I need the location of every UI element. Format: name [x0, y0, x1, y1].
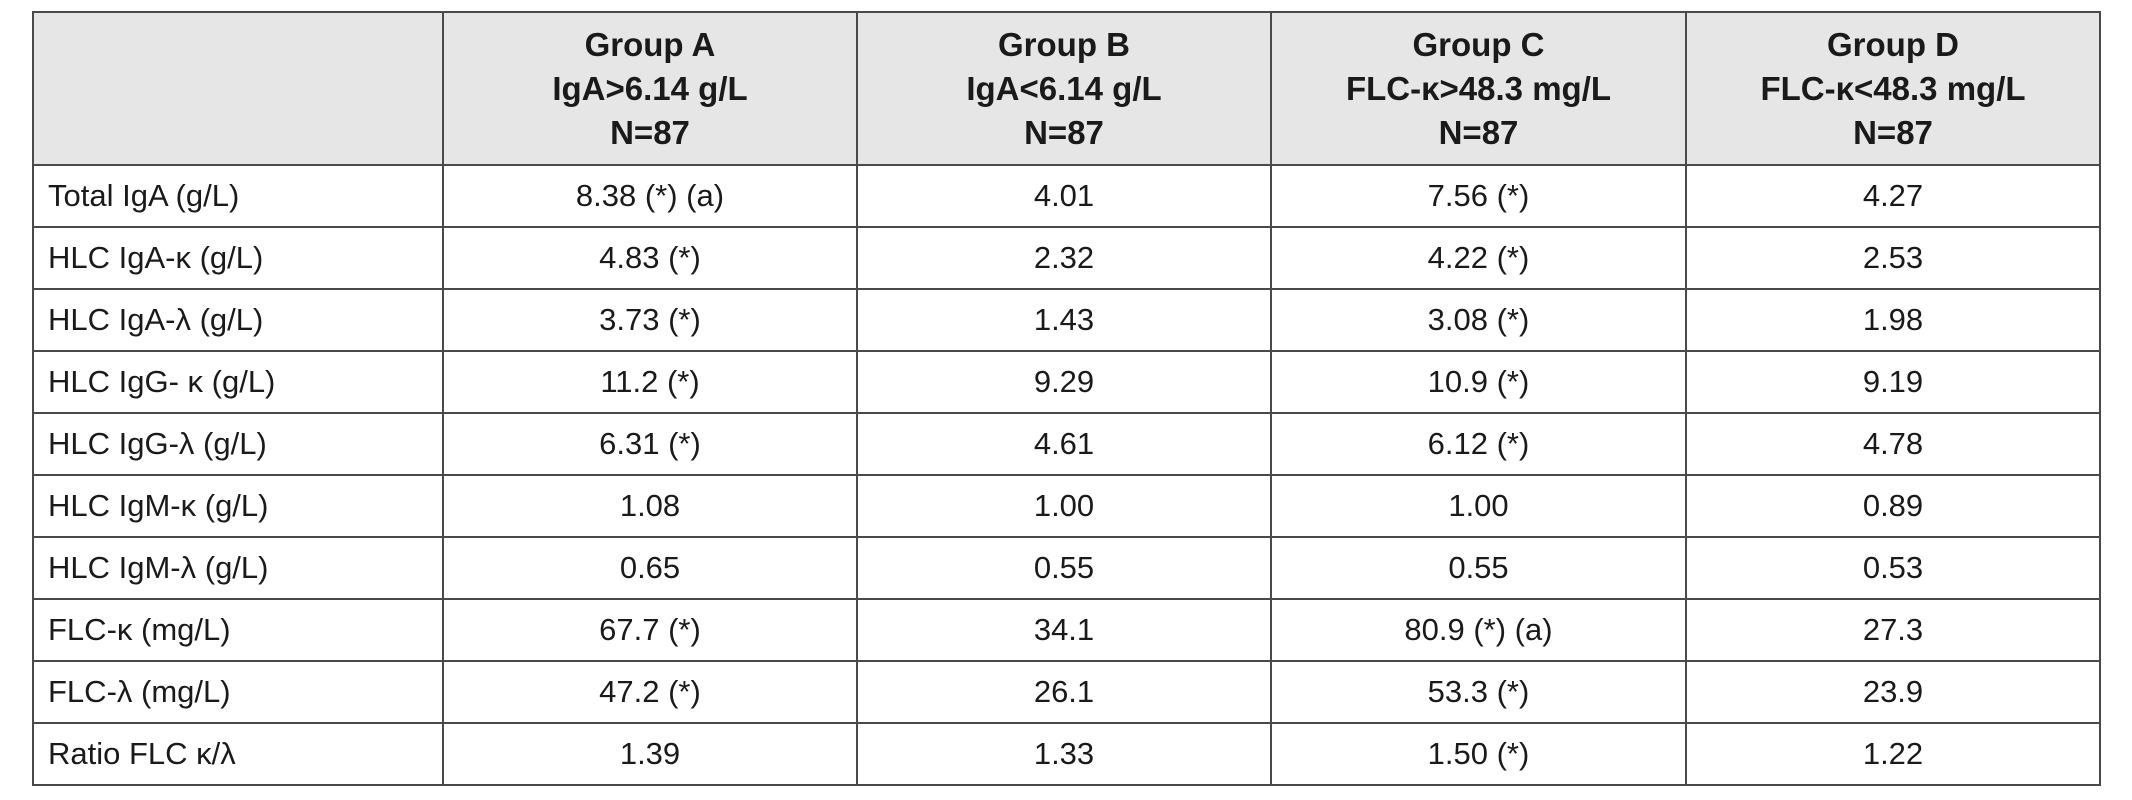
table-row: FLC-κ (mg/L) 67.7 (*) 34.1 80.9 (*) (a) …: [32, 598, 2101, 662]
cell-group-c: 80.9 (*) (a): [1270, 598, 1687, 662]
group-n: N=87: [1024, 113, 1104, 151]
header-corner-cell: [32, 11, 444, 166]
cell-group-c: 7.56 (*): [1270, 164, 1687, 228]
cell-group-a: 11.2 (*): [442, 350, 858, 414]
group-name: Group C: [1412, 25, 1545, 63]
cell-group-a: 67.7 (*): [442, 598, 858, 662]
cell-group-a: 3.73 (*): [442, 288, 858, 352]
cell-group-b: 1.00: [856, 474, 1272, 538]
group-criterion: IgA>6.14 g/L: [552, 69, 748, 107]
table-row: Ratio FLC κ/λ 1.39 1.33 1.50 (*) 1.22: [32, 722, 2101, 786]
table-row: HLC IgA-κ (g/L) 4.83 (*) 2.32 4.22 (*) 2…: [32, 226, 2101, 290]
cell-group-a: 1.39: [442, 722, 858, 786]
header-group-b: Group B IgA<6.14 g/L N=87: [856, 11, 1272, 166]
row-label: FLC-κ (mg/L): [32, 598, 444, 662]
group-criterion: IgA<6.14 g/L: [966, 69, 1162, 107]
cell-group-b: 2.32: [856, 226, 1272, 290]
group-name: Group D: [1827, 25, 1959, 63]
header-group-c: Group C FLC-κ>48.3 mg/L N=87: [1270, 11, 1687, 166]
cell-group-d: 4.78: [1685, 412, 2101, 476]
group-n: N=87: [1853, 113, 1933, 151]
cell-group-d: 2.53: [1685, 226, 2101, 290]
group-name: Group B: [998, 25, 1130, 63]
cell-group-d: 4.27: [1685, 164, 2101, 228]
cell-group-a: 8.38 (*) (a): [442, 164, 858, 228]
table-row: HLC IgA-λ (g/L) 3.73 (*) 1.43 3.08 (*) 1…: [32, 288, 2101, 352]
group-n: N=87: [610, 113, 690, 151]
row-label: HLC IgG- κ (g/L): [32, 350, 444, 414]
cell-group-b: 9.29: [856, 350, 1272, 414]
table-row: HLC IgM-κ (g/L) 1.08 1.00 1.00 0.89: [32, 474, 2101, 538]
cell-group-d: 1.98: [1685, 288, 2101, 352]
cell-group-b: 4.61: [856, 412, 1272, 476]
row-label: Total IgA (g/L): [32, 164, 444, 228]
row-label: FLC-λ (mg/L): [32, 660, 444, 724]
data-table: Group A IgA>6.14 g/L N=87 Group B IgA<6.…: [32, 11, 2101, 786]
cell-group-c: 4.22 (*): [1270, 226, 1687, 290]
table-row: HLC IgM-λ (g/L) 0.65 0.55 0.55 0.53: [32, 536, 2101, 600]
group-n: N=87: [1438, 113, 1519, 151]
data-table-container: Group A IgA>6.14 g/L N=87 Group B IgA<6.…: [32, 11, 2101, 786]
table-body: Total IgA (g/L) 8.38 (*) (a) 4.01 7.56 (…: [32, 164, 2101, 786]
cell-group-c: 1.50 (*): [1270, 722, 1687, 786]
row-label: HLC IgA-λ (g/L): [32, 288, 444, 352]
cell-group-a: 1.08: [442, 474, 858, 538]
group-criterion: FLC-κ>48.3 mg/L: [1345, 69, 1612, 107]
row-label: HLC IgM-λ (g/L): [32, 536, 444, 600]
cell-group-d: 0.89: [1685, 474, 2101, 538]
cell-group-c: 10.9 (*): [1270, 350, 1687, 414]
table-row: HLC IgG- κ (g/L) 11.2 (*) 9.29 10.9 (*) …: [32, 350, 2101, 414]
table-row: FLC-λ (mg/L) 47.2 (*) 26.1 53.3 (*) 23.9: [32, 660, 2101, 724]
row-label: Ratio FLC κ/λ: [32, 722, 444, 786]
cell-group-b: 0.55: [856, 536, 1272, 600]
cell-group-c: 0.55: [1270, 536, 1687, 600]
cell-group-b: 4.01: [856, 164, 1272, 228]
group-name: Group A: [584, 25, 716, 63]
header-group-d: Group D FLC-κ<48.3 mg/L N=87: [1685, 11, 2101, 166]
cell-group-d: 9.19: [1685, 350, 2101, 414]
cell-group-d: 0.53: [1685, 536, 2101, 600]
row-label: HLC IgM-κ (g/L): [32, 474, 444, 538]
cell-group-d: 27.3: [1685, 598, 2101, 662]
cell-group-b: 1.33: [856, 722, 1272, 786]
table-row: Total IgA (g/L) 8.38 (*) (a) 4.01 7.56 (…: [32, 164, 2101, 228]
cell-group-c: 6.12 (*): [1270, 412, 1687, 476]
header-row: Group A IgA>6.14 g/L N=87 Group B IgA<6.…: [32, 11, 2101, 166]
row-label: HLC IgG-λ (g/L): [32, 412, 444, 476]
cell-group-b: 34.1: [856, 598, 1272, 662]
cell-group-d: 23.9: [1685, 660, 2101, 724]
table-row: HLC IgG-λ (g/L) 6.31 (*) 4.61 6.12 (*) 4…: [32, 412, 2101, 476]
header-group-a: Group A IgA>6.14 g/L N=87: [442, 11, 858, 166]
cell-group-a: 6.31 (*): [442, 412, 858, 476]
group-criterion: FLC-κ<48.3 mg/L: [1760, 69, 2026, 107]
cell-group-d: 1.22: [1685, 722, 2101, 786]
cell-group-c: 3.08 (*): [1270, 288, 1687, 352]
table-header: Group A IgA>6.14 g/L N=87 Group B IgA<6.…: [32, 11, 2101, 166]
cell-group-b: 26.1: [856, 660, 1272, 724]
cell-group-a: 0.65: [442, 536, 858, 600]
cell-group-b: 1.43: [856, 288, 1272, 352]
cell-group-a: 4.83 (*): [442, 226, 858, 290]
cell-group-c: 53.3 (*): [1270, 660, 1687, 724]
row-label: HLC IgA-κ (g/L): [32, 226, 444, 290]
cell-group-c: 1.00: [1270, 474, 1687, 538]
cell-group-a: 47.2 (*): [442, 660, 858, 724]
